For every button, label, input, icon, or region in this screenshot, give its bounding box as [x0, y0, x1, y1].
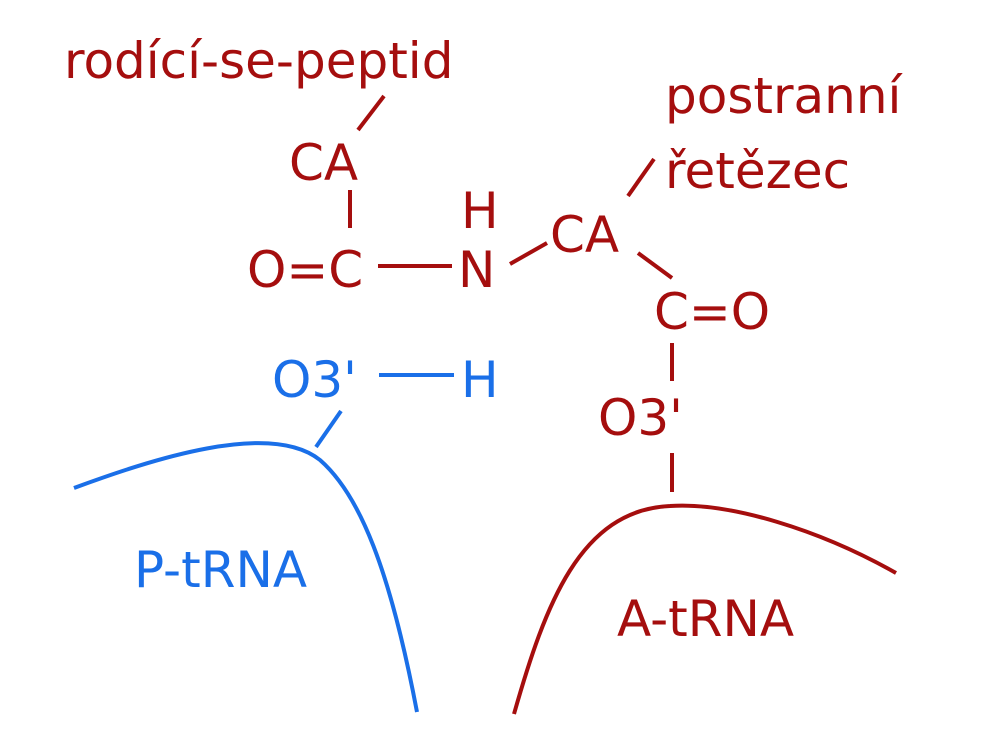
- bond-ca-to-carbonyl-right: [636, 251, 674, 280]
- ca-right-label: CA: [550, 206, 619, 264]
- bond-sidechain-to-ca: [626, 157, 656, 198]
- peptide-labels: rodící-se-peptid postranní řetězec CA O=…: [64, 32, 904, 648]
- side-chain-label-line1: postranní: [665, 67, 904, 125]
- amide-n-label: N: [458, 241, 495, 299]
- p-site-bonds: [73, 373, 454, 713]
- nascent-peptide-label: rodící-se-peptid: [64, 32, 453, 90]
- p-trna-label: P-tRNA: [134, 541, 307, 599]
- carbonyl-left-label: O=C: [247, 241, 363, 299]
- bond-o3-to-ptrna: [314, 409, 343, 449]
- a-trna-curve: [512, 503, 897, 715]
- side-chain-label-line2: řetězec: [665, 142, 850, 200]
- bond-n-to-ca: [509, 241, 548, 266]
- peptide-bonds: [348, 94, 897, 715]
- p-trna-curve: [73, 441, 419, 713]
- carbonyl-right-label: C=O: [654, 283, 770, 341]
- p-site-labels: O3' H P-tRNA: [134, 351, 499, 599]
- o3-a-label: O3': [598, 389, 683, 447]
- o3-p-label: O3': [272, 351, 357, 409]
- ca-upper-label: CA: [289, 134, 358, 192]
- h-p-label: H: [461, 351, 499, 409]
- a-trna-label: A-tRNA: [617, 590, 794, 648]
- amide-h-label: H: [461, 182, 499, 240]
- bond-peptide-to-ca: [356, 94, 386, 132]
